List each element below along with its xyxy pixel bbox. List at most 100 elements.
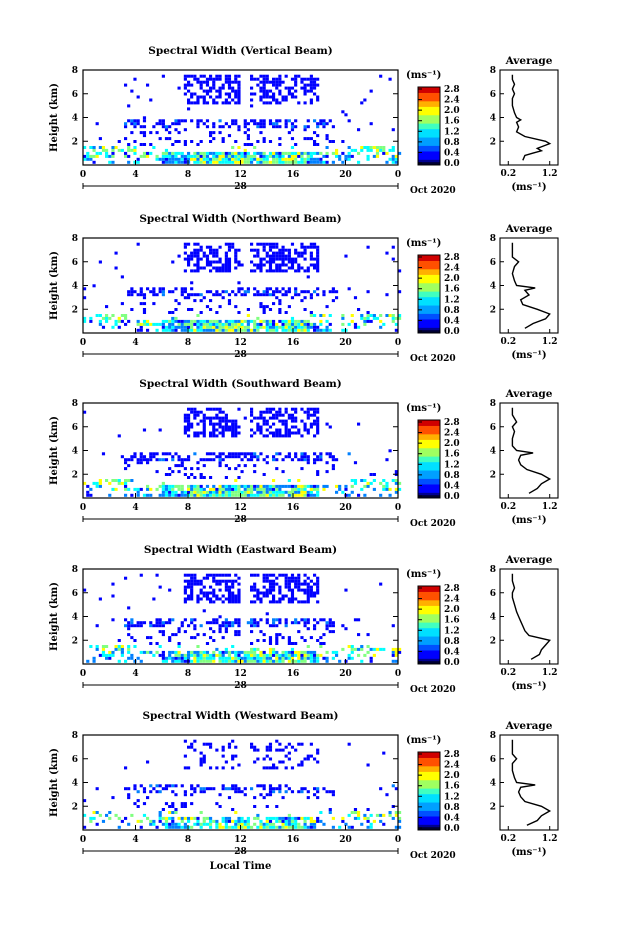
- heatmap-cell: [309, 484, 313, 488]
- heatmap-cell: [234, 154, 238, 158]
- heatmap-cell: [313, 86, 317, 90]
- heatmap-cell: [394, 825, 398, 829]
- colorbar-band: [418, 658, 440, 662]
- heatmap-cell: [297, 822, 301, 826]
- heatmap-cell: [193, 293, 197, 297]
- heatmap-cell: [158, 621, 162, 625]
- heatmap-cell: [328, 790, 332, 794]
- heatmap-cell: [325, 422, 329, 426]
- heatmap-cell: [174, 287, 178, 291]
- heatmap-cell: [287, 431, 291, 435]
- heatmap-cell: [350, 656, 354, 660]
- heatmap-cell: [357, 160, 361, 164]
- heatmap-cell: [202, 609, 206, 613]
- heatmap-cell: [199, 86, 203, 90]
- heatmap-cell: [193, 319, 197, 323]
- y-tick-label: 4: [72, 613, 78, 623]
- heatmap-cell: [218, 328, 222, 332]
- heatmap-cell: [146, 83, 150, 87]
- heatmap-cell: [281, 470, 285, 474]
- heatmap-cell: [92, 811, 96, 814]
- heatmap-cell: [278, 748, 282, 752]
- heatmap-cell: [313, 582, 317, 586]
- heatmap-cell: [89, 316, 93, 320]
- heatmap-cell: [190, 119, 194, 123]
- heatmap-cell: [256, 125, 260, 129]
- heatmap-cell: [227, 588, 232, 592]
- heatmap-cell: [142, 650, 147, 654]
- heatmap-cell: [227, 134, 232, 138]
- heatmap-cell: [256, 428, 260, 432]
- heatmap-cell: [221, 819, 225, 823]
- heatmap-cell: [209, 322, 213, 326]
- heatmap-cell: [379, 319, 383, 323]
- heatmap-cell: [231, 579, 235, 583]
- heatmap-cell: [328, 808, 332, 811]
- heatmap-cell: [95, 624, 99, 628]
- heatmap-cell: [231, 808, 235, 811]
- heatmap-cell: [275, 125, 279, 129]
- heatmap-cell: [101, 325, 106, 329]
- heatmap-cell: [275, 83, 279, 87]
- heatmap-cell: [294, 77, 298, 81]
- heatmap-cell: [300, 157, 304, 161]
- heatmap-cell: [86, 484, 90, 488]
- heatmap-cell: [344, 154, 348, 158]
- heatmap-cell: [196, 254, 200, 258]
- heatmap-cell: [234, 160, 238, 164]
- heatmap-cell: [331, 125, 335, 129]
- heatmap-cell: [303, 319, 307, 323]
- heatmap-cell: [212, 484, 216, 488]
- heatmap-cell: [231, 160, 235, 164]
- heatmap-cell: [183, 588, 187, 592]
- heatmap-cell: [306, 618, 310, 622]
- colorbar-band: [418, 791, 440, 795]
- heatmap-cell: [92, 659, 96, 663]
- heatmap-cell: [309, 656, 313, 660]
- heatmap-cell: [303, 296, 307, 300]
- heatmap-cell: [316, 751, 320, 755]
- heatmap-cell: [306, 790, 310, 794]
- heatmap-cell: [227, 293, 232, 297]
- heatmap-cell: [278, 143, 282, 146]
- heatmap-cell: [372, 473, 376, 476]
- y-tick-label: 2: [72, 305, 78, 315]
- heatmap-cell: [262, 757, 266, 761]
- panel-1: Spectral Width (Vertical Beam)2468Height…: [49, 45, 559, 196]
- heatmap-cell: [294, 659, 298, 663]
- heatmap-cell: [86, 151, 90, 155]
- heatmap-cell: [180, 784, 184, 788]
- heatmap-cell: [250, 630, 254, 634]
- heatmap-cell: [313, 131, 317, 135]
- heatmap-cell: [309, 245, 313, 249]
- heatmap-cell: [272, 83, 276, 87]
- heatmap-cell: [287, 92, 291, 96]
- heatmap-cell: [83, 410, 87, 414]
- colorbar-frame: [417, 419, 441, 499]
- heatmap-cell: [303, 328, 307, 332]
- heatmap-cell: [174, 811, 178, 814]
- heatmap-cell: [183, 490, 187, 494]
- heatmap-cell: [111, 314, 115, 317]
- heatmap-cell: [287, 416, 291, 420]
- heatmap-cell: [246, 122, 250, 126]
- heatmap-cell: [111, 650, 115, 654]
- heatmap-cell: [164, 490, 169, 494]
- heatmap-cell: [272, 585, 276, 589]
- heatmap-cell: [278, 487, 282, 491]
- heatmap-cell: [117, 816, 121, 820]
- heatmap-cell: [385, 484, 389, 488]
- heatmap-cell: [338, 484, 342, 488]
- heatmap-cell: [243, 487, 247, 491]
- heatmap-cell: [133, 787, 137, 791]
- colorbar-band: [418, 425, 440, 429]
- heatmap-cell: [212, 431, 216, 435]
- heatmap-cell: [246, 452, 250, 456]
- heatmap-cell: [253, 493, 257, 497]
- heatmap-cell: [259, 86, 263, 90]
- heatmap-cell: [253, 582, 257, 586]
- heatmap-cell: [202, 266, 206, 270]
- heatmap-cell: [218, 269, 222, 273]
- colorbar-band: [418, 285, 440, 289]
- heatmap-cell: [353, 481, 358, 485]
